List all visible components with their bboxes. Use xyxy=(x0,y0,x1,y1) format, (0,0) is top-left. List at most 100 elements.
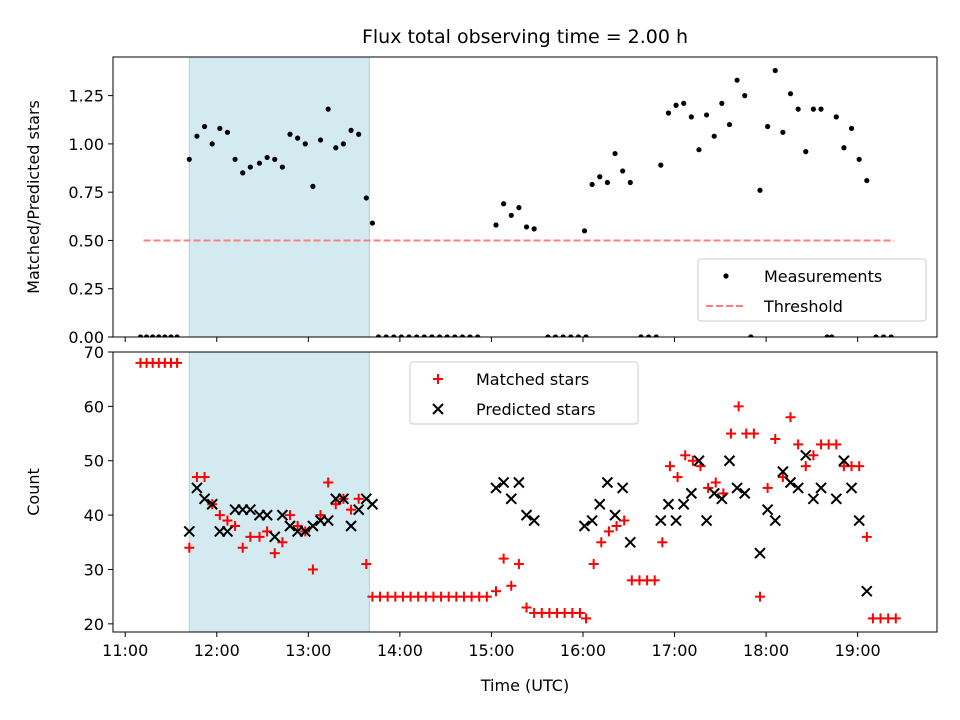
data-point xyxy=(508,212,514,218)
x-b xyxy=(815,482,827,494)
data-point xyxy=(436,334,443,337)
y-tick-label: 0.25 xyxy=(68,280,104,299)
x-tick-label: 14:00 xyxy=(377,641,423,660)
series-measurements xyxy=(137,67,894,337)
x-b xyxy=(838,455,850,467)
data-point xyxy=(748,334,754,337)
data-point xyxy=(726,121,733,128)
y-tick-label: 50 xyxy=(84,452,104,471)
data-point xyxy=(596,537,607,548)
data-point xyxy=(307,564,318,575)
data-point xyxy=(808,450,819,461)
data-point xyxy=(620,168,626,174)
data-point xyxy=(646,334,652,337)
data-point xyxy=(800,449,812,462)
data-point xyxy=(137,334,144,337)
data-point xyxy=(198,493,211,505)
y-tick-label: 70 xyxy=(84,343,104,362)
x-b xyxy=(206,498,218,510)
data-point xyxy=(295,135,301,141)
plot-area xyxy=(137,67,895,337)
x-b xyxy=(497,476,510,489)
y-tick-label: 1.25 xyxy=(68,87,104,106)
data-point xyxy=(467,334,473,337)
x-b xyxy=(244,503,257,516)
data-point xyxy=(586,514,598,527)
data-point xyxy=(589,181,595,188)
y-tick-label: 0.50 xyxy=(68,231,104,250)
data-point xyxy=(829,334,835,337)
legend-item: Threshold xyxy=(706,297,843,316)
data-point xyxy=(352,503,365,516)
x-b xyxy=(853,514,865,527)
x-b xyxy=(299,525,311,538)
data-point xyxy=(481,591,492,602)
data-point xyxy=(475,334,481,337)
x-b xyxy=(624,536,636,548)
data-point xyxy=(429,334,435,337)
x-b xyxy=(528,514,540,527)
x-b xyxy=(677,498,690,510)
data-point xyxy=(703,482,714,493)
data-point xyxy=(184,542,195,553)
x-b xyxy=(261,509,273,521)
data-point xyxy=(361,559,372,570)
data-point xyxy=(603,526,614,537)
data-point xyxy=(452,334,458,337)
data-point xyxy=(498,553,509,564)
data-point xyxy=(770,433,781,444)
data-point xyxy=(742,93,748,99)
x-b xyxy=(784,476,797,489)
data-point xyxy=(269,548,280,559)
x-b xyxy=(830,493,842,505)
data-point xyxy=(340,141,347,147)
data-point xyxy=(677,498,690,510)
data-point xyxy=(345,520,357,532)
data-point xyxy=(391,334,397,337)
data-point xyxy=(560,334,566,337)
data-point xyxy=(156,334,162,337)
data-point xyxy=(279,164,285,170)
data-point xyxy=(568,334,574,337)
data-point xyxy=(765,123,771,130)
data-point xyxy=(254,531,265,542)
data-point xyxy=(662,498,675,510)
legend-label: Matched stars xyxy=(476,370,589,389)
data-point xyxy=(264,154,270,161)
data-point xyxy=(657,537,668,548)
x-b xyxy=(307,520,319,532)
x-b xyxy=(191,482,203,494)
data-point xyxy=(726,428,736,439)
legend: Matched stars Predicted stars xyxy=(409,361,639,425)
data-point xyxy=(206,498,218,510)
data-point xyxy=(302,141,308,147)
data-point xyxy=(685,487,698,500)
data-point xyxy=(792,482,804,494)
data-point xyxy=(769,514,781,527)
y-tick-label: 30 xyxy=(84,560,104,579)
y-tick-label: 60 xyxy=(84,397,104,416)
data-point xyxy=(521,602,532,613)
data-point xyxy=(845,482,858,494)
data-point xyxy=(880,334,887,337)
data-point xyxy=(761,503,774,516)
data-point xyxy=(240,170,246,176)
data-point xyxy=(337,493,350,505)
data-point xyxy=(700,514,713,527)
chart-title: Flux total observing time = 2.00 h xyxy=(362,26,688,48)
x-b xyxy=(284,520,296,532)
data-point xyxy=(772,67,778,74)
y-tick-label: 0.75 xyxy=(68,183,104,202)
data-point xyxy=(581,228,588,234)
data-point xyxy=(531,226,537,232)
data-point xyxy=(168,334,174,337)
x-b xyxy=(662,498,675,510)
data-point xyxy=(784,476,797,489)
data-point xyxy=(366,498,379,510)
data-point xyxy=(491,586,502,597)
data-point xyxy=(493,222,499,228)
data-point xyxy=(856,156,862,162)
data-point xyxy=(762,482,773,493)
data-point xyxy=(421,334,427,337)
data-point xyxy=(221,525,234,538)
